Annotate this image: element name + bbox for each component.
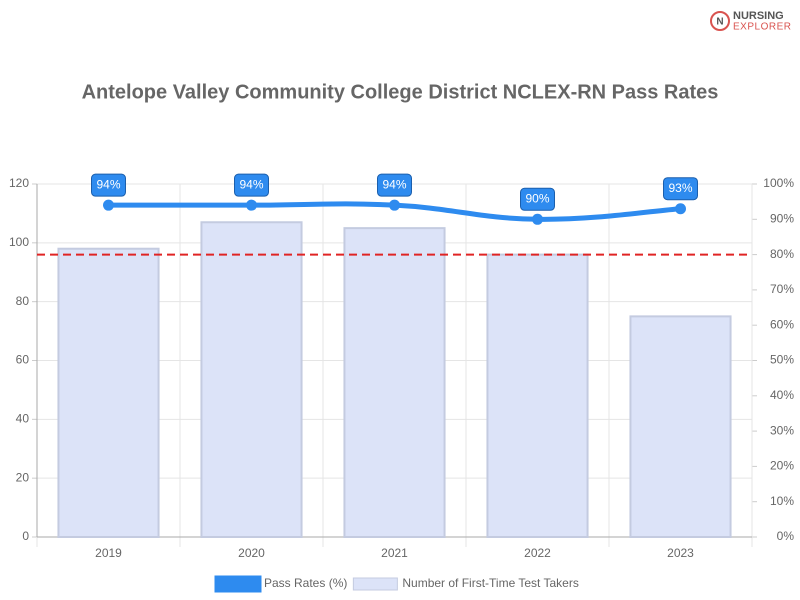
y2-tick-label: 40% — [770, 388, 794, 402]
legend-label: Number of First-Time Test Takers — [402, 576, 578, 590]
value-label-text: 94% — [96, 177, 120, 191]
point — [389, 199, 400, 211]
y2-tick-label: 50% — [770, 353, 794, 367]
value-label-text: 93% — [668, 181, 692, 195]
chart-title: Antelope Valley Community College Distri… — [82, 81, 719, 103]
y2-tick-label: 10% — [770, 494, 794, 508]
y2-tick-label: 90% — [770, 211, 794, 225]
point — [103, 199, 114, 211]
value-label-box — [377, 173, 412, 197]
y2-tick-label: 0% — [777, 529, 795, 543]
y-tick-label: 40 — [16, 412, 30, 426]
value-label: 90% — [520, 187, 555, 211]
y2-tick-label: 30% — [770, 423, 794, 437]
y-tick-label: 100 — [9, 235, 29, 249]
value-label: 93% — [663, 177, 698, 201]
logo-text: EXPLORER — [733, 22, 791, 33]
y2-tick-label: 20% — [770, 459, 794, 473]
bar — [486, 253, 589, 538]
value-label-box — [520, 187, 555, 211]
bar — [200, 221, 303, 538]
y-tick-label: 80 — [16, 294, 30, 308]
x-tick-label: 2023 — [667, 546, 694, 560]
y2-tick-label: 70% — [770, 282, 794, 296]
bar — [629, 315, 732, 538]
point — [246, 199, 257, 211]
x-tick-label: 2019 — [95, 546, 122, 560]
point — [675, 203, 686, 215]
value-label-text: 90% — [525, 191, 549, 205]
value-label-text: 94% — [239, 177, 263, 191]
y-tick-label: 120 — [9, 176, 29, 190]
value-label-box — [234, 173, 269, 197]
logo-icon — [710, 11, 730, 31]
logo-text: NURSING — [733, 10, 784, 22]
logo-letter: N — [716, 17, 723, 28]
y-tick-label: 60 — [16, 353, 30, 367]
value-label-box — [91, 173, 126, 197]
logo: N NURSING EXPLORER — [710, 10, 791, 33]
legend-label: Pass Rates (%) — [264, 576, 347, 590]
value-label: 94% — [377, 173, 412, 197]
y-tick-label: 20 — [16, 470, 30, 484]
bar — [343, 227, 446, 538]
y2-tick-label: 100% — [763, 176, 794, 190]
y-tick-label: 0 — [22, 529, 29, 543]
value-label: 94% — [91, 173, 126, 197]
value-label: 94% — [234, 173, 269, 197]
point — [532, 213, 543, 225]
x-tick-label: 2022 — [524, 546, 551, 560]
x-tick-label: 2020 — [238, 546, 265, 560]
value-label-text: 94% — [382, 177, 406, 191]
y2-tick-label: 60% — [770, 317, 794, 331]
x-tick-label: 2021 — [381, 546, 408, 560]
value-label-box — [663, 177, 698, 201]
bar — [57, 247, 160, 538]
legend-swatch — [214, 575, 262, 593]
legend-swatch — [352, 577, 398, 591]
y2-tick-label: 80% — [770, 247, 794, 261]
